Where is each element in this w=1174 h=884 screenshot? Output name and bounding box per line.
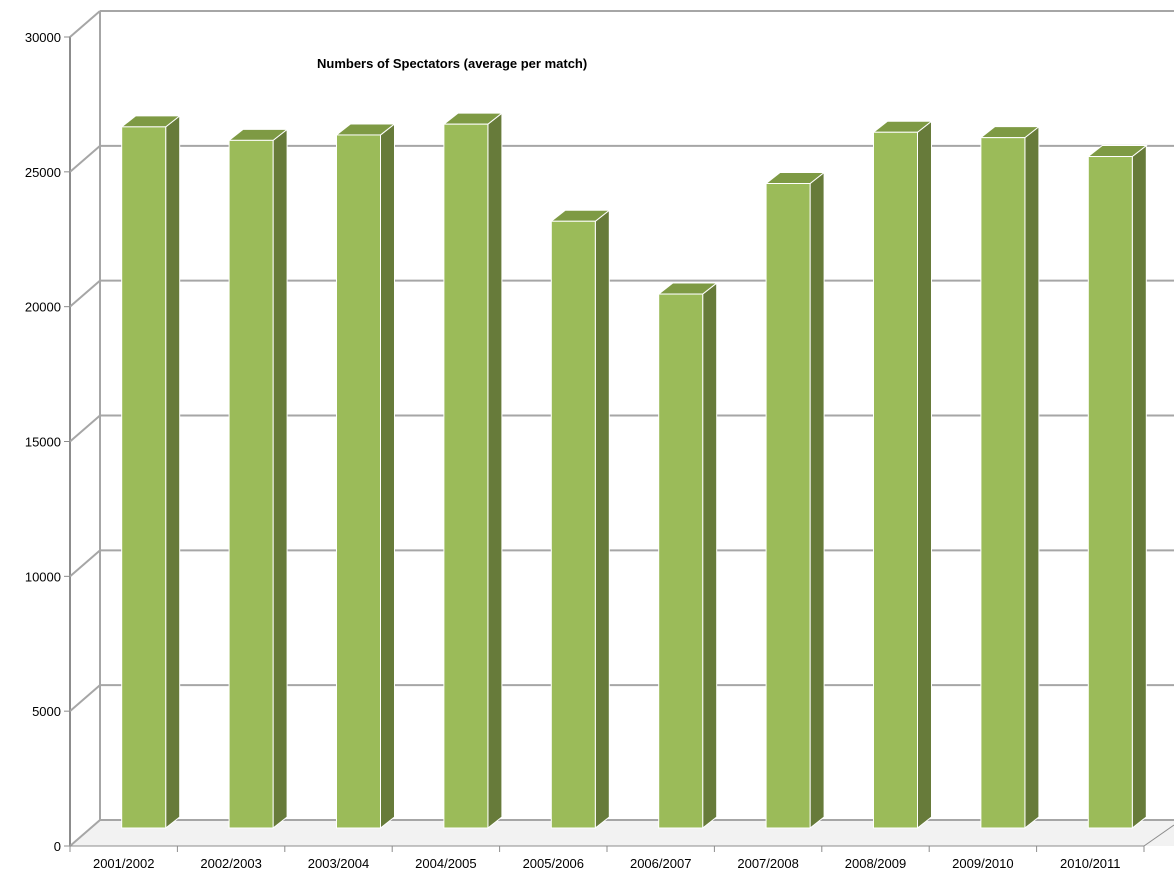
x-tick-label: 2007/2008	[737, 856, 798, 871]
y-tick-label: 25000	[25, 165, 61, 180]
bar-side	[165, 114, 181, 830]
x-tick-label: 2006/2007	[630, 856, 691, 871]
x-tick-label: 2005/2006	[523, 856, 584, 871]
bar-front	[550, 220, 596, 829]
bar-front	[121, 126, 167, 829]
bar-2005/2006	[549, 209, 611, 830]
x-tick-label: 2002/2003	[200, 856, 261, 871]
bar-front	[336, 134, 381, 829]
x-tick-label: 2004/2005	[415, 856, 476, 871]
bar-side	[1131, 144, 1147, 830]
y-tick-label: 20000	[25, 300, 61, 315]
bar-2002/2003	[227, 128, 289, 830]
y-tick-label: 5000	[32, 704, 61, 719]
y-tick-label: 10000	[25, 569, 61, 584]
bar-front	[765, 182, 811, 829]
bar-front	[980, 137, 1026, 829]
bar-2010/2011	[1086, 144, 1148, 830]
bar-front	[873, 131, 918, 829]
gridline-side-30000	[69, 10, 101, 38]
bar-side	[1024, 125, 1040, 830]
bar-layer	[120, 112, 1148, 830]
x-tick-label: 2008/2009	[845, 856, 906, 871]
bar-2007/2008	[764, 171, 826, 830]
y-tick-label: 30000	[25, 30, 61, 45]
gridline-side-0	[69, 819, 101, 847]
bar-front	[658, 293, 704, 829]
chart-title: Numbers of Spectators (average per match…	[317, 56, 587, 71]
gridline-side-10000	[69, 549, 101, 578]
bar-side	[487, 112, 503, 830]
bar-side	[809, 171, 825, 830]
bar-front	[1087, 156, 1133, 829]
x-tick-label: 2009/2010	[952, 856, 1013, 871]
bar-side	[594, 209, 610, 830]
bar-2004/2005	[442, 112, 504, 830]
bar-2001/2002	[120, 114, 182, 830]
bar-2009/2010	[979, 125, 1041, 830]
x-tick-label: 2010/2011	[1060, 856, 1121, 871]
bar-front	[228, 139, 274, 829]
y-tick-label: 15000	[25, 435, 61, 450]
gridline-side-15000	[69, 414, 101, 443]
bar-2008/2009	[872, 120, 933, 830]
x-tick-label: 2001/2002	[93, 856, 154, 871]
gridline-side-20000	[69, 279, 101, 308]
bar-side	[917, 120, 932, 830]
x-tick-label: 2003/2004	[308, 856, 369, 871]
bar-2003/2004	[335, 122, 396, 830]
y-tick-label: 0	[54, 839, 61, 854]
x-axis-corner	[1143, 824, 1174, 847]
bar-2006/2007	[657, 282, 719, 830]
gridline-side-5000	[69, 684, 101, 712]
label-layer: 0 5000 10000 15000 20000 25000 30000 2001/2002 2…	[25, 30, 1121, 871]
bar-side	[702, 282, 718, 830]
bar-front	[443, 123, 489, 829]
bar-side	[272, 128, 288, 830]
bar-side	[380, 122, 395, 830]
gridline-side-25000	[69, 145, 101, 173]
